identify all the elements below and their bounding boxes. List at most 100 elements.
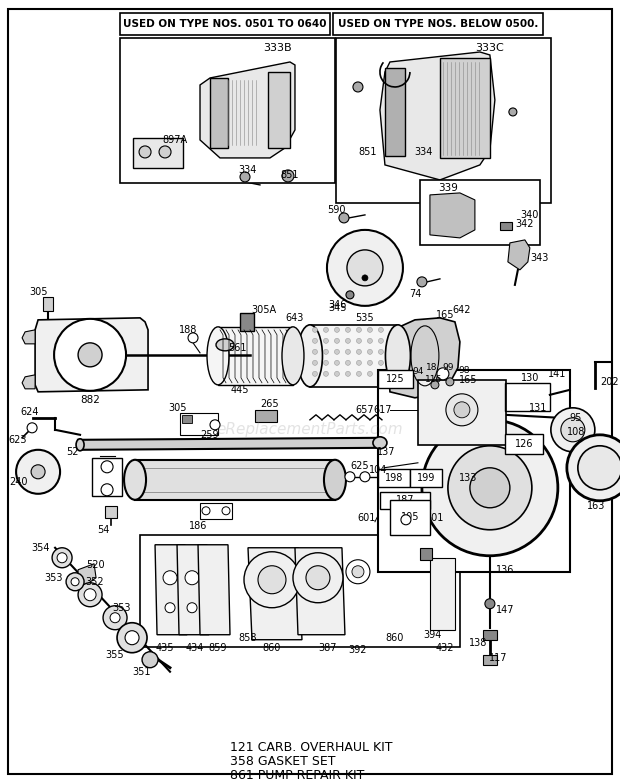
Bar: [133, 138, 183, 168]
Text: 259: 259: [201, 430, 219, 440]
Text: 535: 535: [356, 313, 374, 323]
Circle shape: [78, 343, 102, 367]
Text: 445: 445: [231, 385, 249, 395]
Ellipse shape: [386, 325, 410, 387]
Text: 187: 187: [396, 495, 414, 505]
Circle shape: [202, 506, 210, 515]
Text: 353: 353: [113, 603, 131, 613]
Circle shape: [240, 172, 250, 182]
Text: 394: 394: [423, 630, 442, 640]
Circle shape: [509, 108, 517, 116]
Text: 601: 601: [426, 513, 444, 523]
Polygon shape: [295, 548, 345, 635]
Text: 265: 265: [260, 399, 279, 408]
Text: 108: 108: [567, 426, 585, 437]
Text: 623: 623: [9, 435, 27, 445]
Text: USED ON TYPE NOS. 0501 TO 0640: USED ON TYPE NOS. 0501 TO 0640: [123, 19, 327, 29]
Bar: [380, 492, 430, 509]
Text: 624: 624: [21, 407, 39, 417]
Bar: [420, 180, 540, 245]
Circle shape: [360, 472, 370, 482]
Text: 116: 116: [425, 376, 443, 384]
Text: USED ON TYPE NOS. BELOW 0500.: USED ON TYPE NOS. BELOW 0500.: [338, 19, 538, 29]
Circle shape: [324, 350, 329, 354]
Text: 897A: 897A: [162, 135, 188, 145]
Text: 358 GASKET SET: 358 GASKET SET: [230, 755, 335, 768]
Circle shape: [57, 553, 67, 563]
Circle shape: [345, 472, 355, 482]
Text: 352: 352: [86, 577, 104, 586]
Bar: [378, 370, 570, 572]
Circle shape: [222, 506, 230, 515]
Circle shape: [356, 328, 361, 332]
Text: 202: 202: [601, 377, 619, 387]
Text: 643: 643: [286, 313, 304, 323]
Ellipse shape: [124, 459, 146, 499]
Bar: [505, 434, 543, 454]
Circle shape: [345, 350, 350, 354]
Bar: [210, 78, 228, 148]
Text: 240: 240: [9, 477, 27, 487]
Text: 590: 590: [327, 205, 345, 215]
Text: 147: 147: [495, 604, 514, 615]
Bar: [310, 325, 398, 387]
Circle shape: [84, 589, 96, 601]
Ellipse shape: [207, 327, 229, 385]
Circle shape: [378, 361, 383, 365]
Text: 95: 95: [570, 413, 582, 423]
Circle shape: [356, 350, 361, 354]
Text: 345: 345: [329, 303, 347, 313]
Text: 333B: 333B: [264, 43, 292, 53]
Text: 138: 138: [469, 637, 487, 648]
Circle shape: [334, 328, 340, 332]
Text: 133: 133: [459, 473, 477, 483]
Text: 305A: 305A: [252, 305, 277, 315]
Circle shape: [306, 566, 330, 590]
Circle shape: [139, 146, 151, 158]
Circle shape: [362, 275, 368, 281]
Text: 859: 859: [209, 643, 228, 653]
Circle shape: [561, 418, 585, 442]
Circle shape: [378, 350, 383, 354]
Circle shape: [324, 372, 329, 376]
Circle shape: [163, 571, 177, 585]
Text: 520: 520: [86, 560, 104, 570]
Circle shape: [356, 372, 361, 376]
Text: 342: 342: [516, 219, 534, 229]
Circle shape: [327, 230, 403, 306]
Circle shape: [422, 419, 558, 556]
Polygon shape: [177, 545, 209, 635]
Circle shape: [345, 328, 350, 332]
Circle shape: [446, 378, 454, 386]
Ellipse shape: [282, 327, 304, 385]
Circle shape: [282, 170, 294, 182]
Circle shape: [567, 435, 620, 501]
Circle shape: [431, 381, 439, 389]
Bar: [135, 459, 335, 499]
Text: 136: 136: [496, 564, 514, 575]
Text: 354: 354: [31, 543, 50, 553]
Bar: [180, 413, 218, 435]
Circle shape: [368, 350, 373, 354]
Bar: [385, 68, 405, 156]
Text: 141: 141: [547, 368, 566, 379]
Circle shape: [352, 566, 364, 578]
Text: 343: 343: [531, 253, 549, 263]
Text: 334: 334: [239, 165, 257, 175]
Text: 130: 130: [521, 373, 539, 383]
Circle shape: [117, 622, 147, 653]
Bar: [120, 38, 335, 183]
Circle shape: [417, 277, 427, 287]
Text: 561: 561: [228, 343, 246, 353]
Circle shape: [334, 361, 340, 365]
Circle shape: [346, 560, 370, 584]
Text: 351: 351: [133, 666, 151, 677]
Circle shape: [210, 419, 220, 430]
Text: 74: 74: [409, 289, 421, 299]
Bar: [418, 379, 506, 445]
Text: 434: 434: [186, 643, 204, 653]
Circle shape: [312, 372, 317, 376]
Text: 851: 851: [359, 147, 377, 157]
Bar: [105, 506, 117, 517]
Text: 99: 99: [442, 363, 454, 372]
